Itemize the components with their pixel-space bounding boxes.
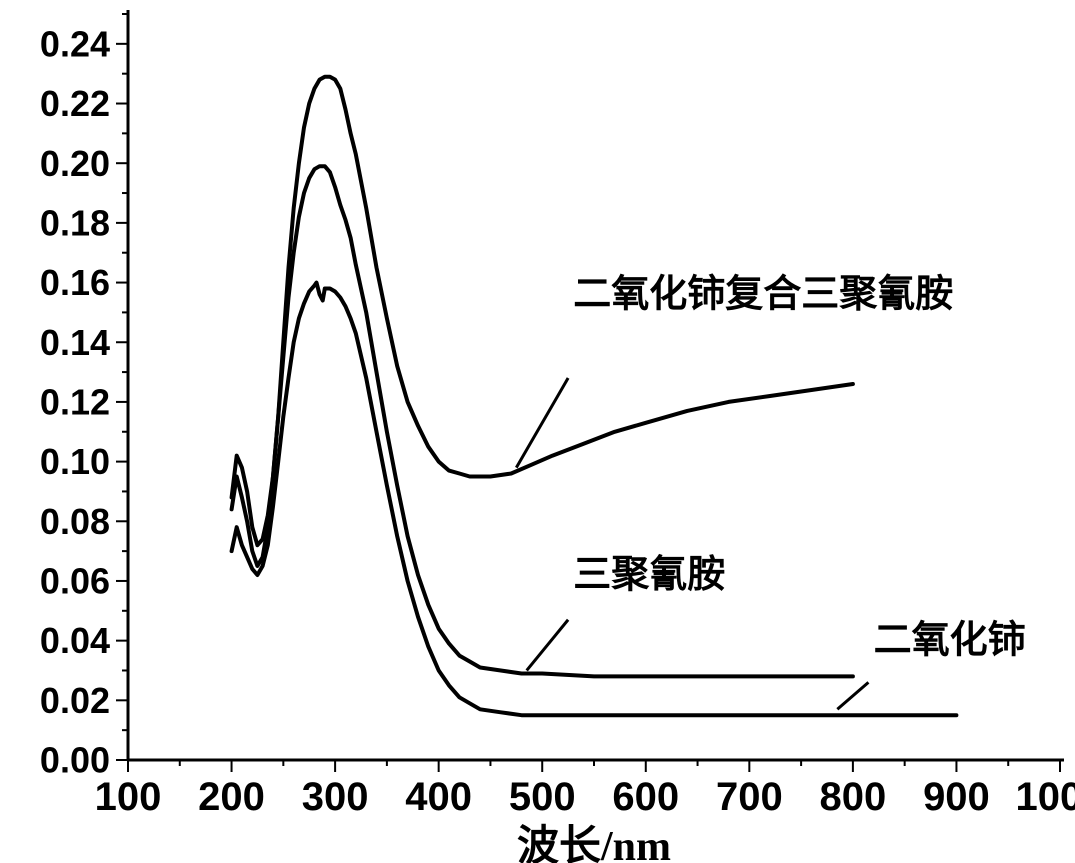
x-tick-label: 600 (612, 775, 679, 819)
x-tick-label: 800 (820, 775, 887, 819)
x-tick-label: 300 (302, 775, 369, 819)
y-tick-label: 0.18 (40, 202, 110, 243)
x-tick-label: 100 (95, 775, 162, 819)
y-tick-label: 0.12 (40, 382, 110, 423)
y-tick-label: 0.16 (40, 262, 110, 303)
series-label-2: 二氧化铈 (874, 620, 1026, 662)
y-tick-label: 0.06 (40, 561, 110, 602)
x-tick-label: 400 (405, 775, 472, 819)
series-line-2 (232, 283, 957, 716)
x-tick-label: 1000 (1016, 775, 1075, 819)
series-label-1: 三聚氰胺 (573, 554, 725, 596)
y-tick-label: 0.00 (40, 740, 110, 781)
y-tick-label: 0.10 (40, 441, 110, 482)
series-leader-2 (837, 682, 868, 709)
y-tick-label: 0.14 (40, 322, 110, 363)
y-tick-label: 0.24 (40, 23, 110, 64)
x-axis-title: 波长/nm (517, 823, 671, 863)
x-tick-label: 500 (509, 775, 576, 819)
y-tick-label: 0.02 (40, 680, 110, 721)
y-tick-label: 0.08 (40, 501, 110, 542)
series-leader-1 (527, 620, 568, 671)
x-tick-label: 200 (198, 775, 265, 819)
chart-svg: 100 200 300 400 500 600 700 800 900 1000 0.00 0.02 0… (0, 0, 1075, 863)
x-tick-label: 900 (923, 775, 990, 819)
y-tick-label: 0.20 (40, 143, 110, 184)
y-tick-label: 0.22 (40, 83, 110, 124)
x-tick-label: 700 (716, 775, 783, 819)
chart-container: 100 200 300 400 500 600 700 800 900 1000 0.00 0.02 0… (0, 0, 1075, 863)
series-label-0: 二氧化铈复合三聚氰胺 (573, 273, 953, 315)
y-tick-label: 0.04 (40, 620, 110, 661)
